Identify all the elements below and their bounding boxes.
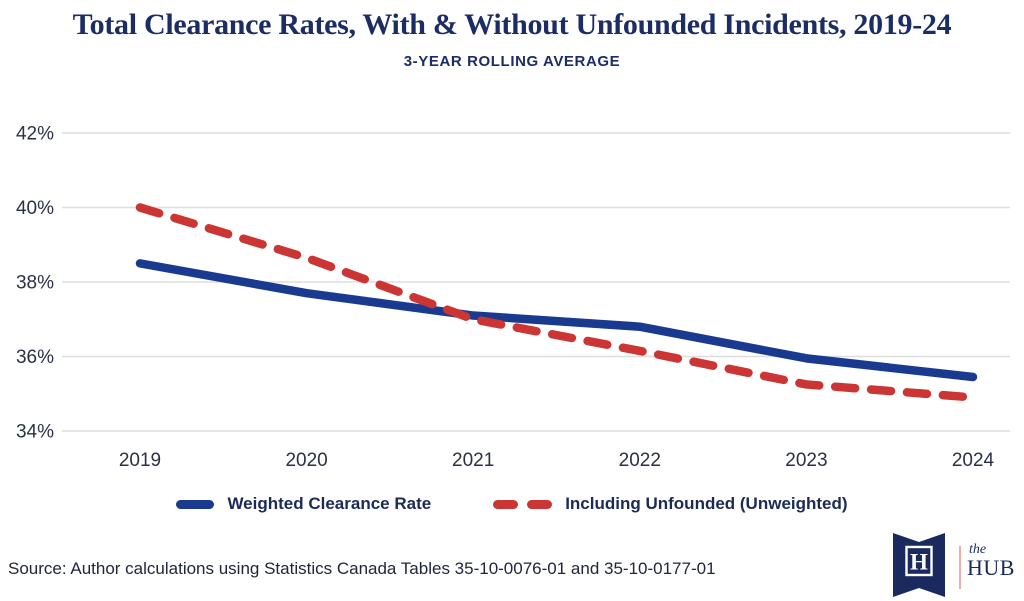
page-subtitle: 3-YEAR ROLLING AVERAGE xyxy=(403,53,621,70)
x-tick-label: 2022 xyxy=(619,450,661,471)
y-tick-label: 40% xyxy=(16,198,54,219)
x-tick-label: 2020 xyxy=(285,450,327,471)
dash-segment xyxy=(527,499,553,509)
hub-bookmark-icon: H xyxy=(893,533,945,597)
logo-word-hub: HUB xyxy=(967,555,1015,580)
y-tick-label: 38% xyxy=(16,273,54,294)
the-hub-logo: H the HUB xyxy=(893,533,1018,597)
svg-text:H: H xyxy=(910,550,928,575)
legend-item-weighted: Weighted Clearance Rate xyxy=(176,494,431,514)
legend-item-unfounded: Including Unfounded (Unweighted) xyxy=(493,494,848,514)
series-line-weighted-clearance-rate xyxy=(135,259,978,382)
x-tick-label: 2023 xyxy=(785,450,827,471)
chart-legend: Weighted Clearance Rate Including Unfoun… xyxy=(0,494,1024,514)
y-tick-label: 34% xyxy=(16,422,54,443)
x-tick-label: 2019 xyxy=(119,450,161,471)
page-title: Total Clearance Rates, With & Without Un… xyxy=(72,8,952,41)
logo-divider xyxy=(959,546,961,589)
legend-label-unfounded: Including Unfounded (Unweighted) xyxy=(565,494,848,513)
logo-word-the: the xyxy=(969,542,987,557)
x-tick-label: 2021 xyxy=(452,450,494,471)
series-line-including-unfounded-unweighted- xyxy=(135,203,978,402)
legend-label-weighted: Weighted Clearance Rate xyxy=(227,494,432,513)
solid-line-swatch-icon xyxy=(176,499,215,509)
y-tick-label: 42% xyxy=(16,124,54,145)
x-tick-label: 2024 xyxy=(952,450,995,471)
y-tick-label: 36% xyxy=(16,347,54,368)
dashed-line-swatch-icon xyxy=(493,499,553,509)
source-text: Source: Author calculations using Statis… xyxy=(8,559,716,578)
dash-segment xyxy=(493,499,519,509)
